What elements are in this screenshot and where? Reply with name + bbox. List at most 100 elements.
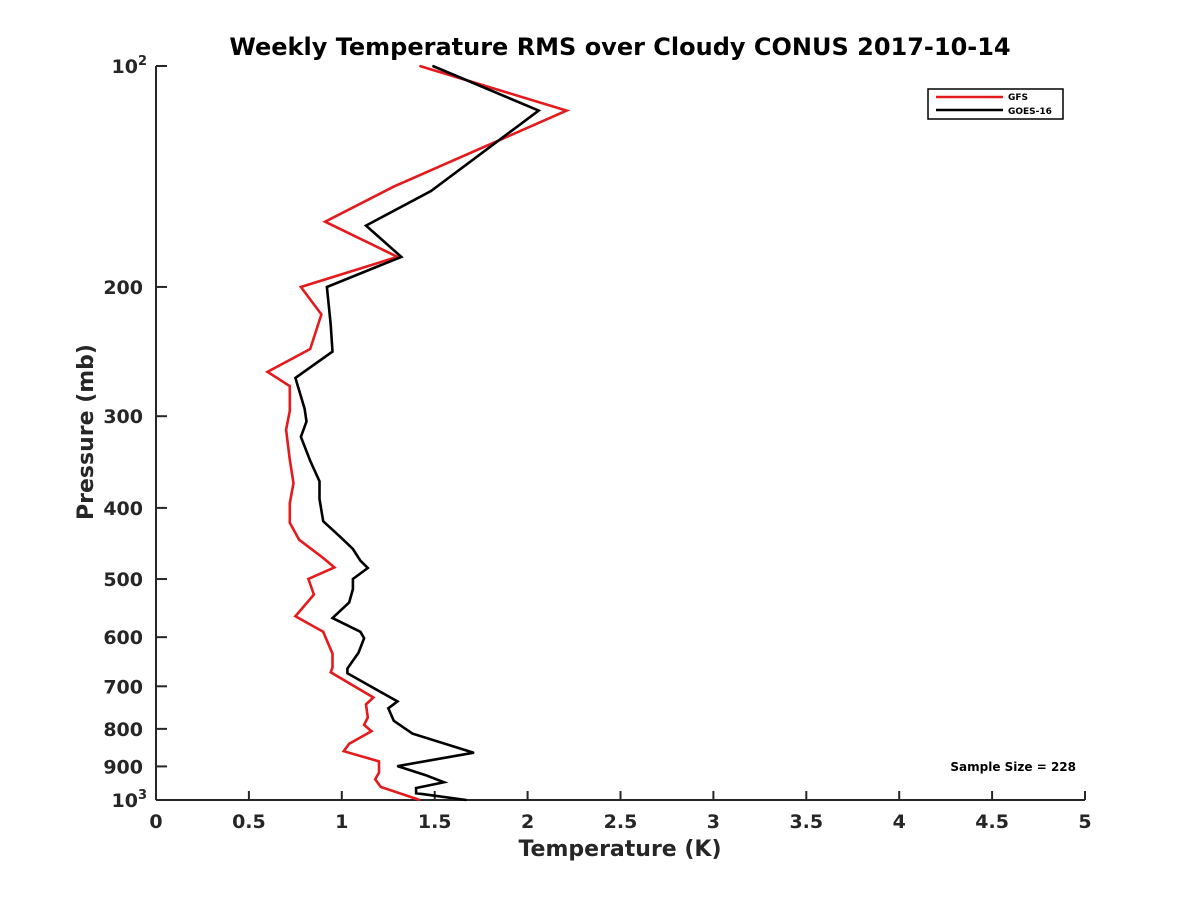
data-point-gfs: [285, 428, 287, 431]
data-point-goes-16: [352, 548, 354, 550]
data-point-goes-16: [348, 601, 351, 604]
y-tick-label: 900: [103, 756, 143, 778]
data-point-goes-16: [305, 420, 308, 423]
data-point-gfs: [289, 410, 291, 412]
data-point-gfs: [378, 771, 380, 774]
y-tick-label: 400: [103, 498, 143, 520]
data-point-gfs: [300, 286, 302, 288]
data-point-goes-16: [331, 617, 334, 619]
data-point-goes-16: [326, 286, 328, 288]
data-point-goes-16: [415, 792, 417, 794]
data-point-goes-16: [381, 692, 384, 694]
data-point-gfs: [374, 778, 377, 781]
data-point-gfs: [289, 385, 291, 387]
y-tick-label: 200: [103, 277, 143, 299]
data-point-goes-16: [537, 109, 540, 112]
data-point-goes-16: [329, 323, 332, 326]
data-point-gfs: [565, 109, 568, 112]
data-point-gfs: [419, 799, 421, 801]
data-point-gfs: [322, 557, 325, 559]
x-axis-label: Temperature (K): [518, 837, 721, 862]
plot-area: 0 0.5 1 1.5 2 2.5 3 3.5 4 4.5 5 102 200 300 400 500 600 7…: [103, 54, 1091, 833]
data-point-goes-16: [365, 224, 367, 227]
data-point-gfs: [320, 313, 323, 316]
data-point-gfs: [298, 538, 300, 541]
data-point-goes-16: [443, 781, 445, 784]
data-point-goes-16: [465, 799, 468, 801]
y-tick-label: 600: [103, 627, 143, 649]
legend-label-goes-16: GOES-16: [1008, 107, 1052, 117]
x-tick-label: 1.5: [418, 811, 452, 833]
x-tick-label: 0.5: [232, 811, 266, 833]
data-point-goes-16: [472, 751, 475, 754]
data-point-goes-16: [309, 460, 312, 462]
data-point-gfs: [266, 371, 269, 373]
y-tick-label: 500: [103, 569, 143, 591]
y-tick-label: 700: [103, 676, 143, 698]
data-point-goes-16: [341, 537, 343, 540]
data-point-gfs: [333, 566, 336, 569]
data-point-goes-16: [363, 637, 365, 639]
data-point-goes-16: [367, 567, 369, 569]
x-tick-label: 4.5: [975, 811, 1009, 833]
data-point-goes-16: [346, 672, 349, 675]
data-point-gfs: [289, 502, 291, 504]
legend: GFS GOES-16: [927, 88, 1064, 120]
data-point-gfs: [331, 652, 334, 655]
data-point-gfs: [324, 220, 326, 223]
data-point-goes-16: [346, 667, 349, 670]
data-point-goes-16: [322, 520, 325, 522]
chart-title: Weekly Temperature RMS over Cloudy CONUS…: [229, 33, 1010, 61]
data-point-goes-16: [300, 436, 302, 438]
x-tick-label: 3.5: [789, 811, 823, 833]
data-point-gfs: [309, 348, 312, 350]
data-point-goes-16: [357, 651, 360, 654]
data-point-gfs: [313, 593, 315, 596]
data-point-goes-16: [359, 631, 362, 633]
y-tick-label-base: 10: [112, 56, 138, 78]
series-gfs: [264, 64, 571, 802]
data-point-gfs: [378, 760, 380, 763]
data-point-gfs: [370, 730, 373, 732]
data-point-gfs: [372, 696, 375, 699]
y-tick-label: 800: [103, 719, 143, 741]
data-point-gfs: [367, 716, 369, 719]
data-point-goes-16: [318, 498, 321, 500]
y-tick-label: 300: [103, 406, 143, 428]
data-point-goes-16: [424, 774, 427, 776]
data-point-gfs: [419, 65, 421, 67]
data-point-gfs: [294, 615, 297, 618]
x-tick-label: 0: [149, 811, 162, 833]
x-tick-label: 5: [1078, 811, 1091, 833]
y-tick-label-base: 10: [112, 790, 138, 812]
data-point-gfs: [322, 631, 325, 633]
data-point-goes-16: [359, 559, 362, 562]
data-point-gfs: [363, 724, 365, 726]
data-point-goes-16: [430, 190, 432, 192]
data-point-goes-16: [411, 732, 414, 735]
data-point-goes-16: [415, 787, 417, 789]
data-point-goes-16: [352, 588, 354, 590]
data-point-goes-16: [352, 578, 354, 580]
data-point-goes-16: [331, 350, 334, 353]
legend-box: [927, 88, 1064, 120]
data-point-gfs: [342, 750, 345, 752]
data-point-goes-16: [387, 707, 390, 710]
data-point-gfs: [348, 742, 351, 745]
y-tick-label: 103: [112, 788, 148, 812]
series-goes-16: [293, 64, 542, 802]
x-tick-label: 4: [893, 811, 906, 833]
data-point-gfs: [365, 703, 367, 706]
series-line-gfs: [264, 64, 571, 802]
data-point-gfs: [289, 459, 291, 461]
data-point-gfs: [292, 482, 295, 484]
x-tick-label: 3: [707, 811, 720, 833]
data-point-goes-16: [400, 256, 403, 258]
y-tick-label-exponent: 2: [138, 54, 147, 69]
y-tick-label: 102: [112, 54, 148, 78]
x-tick-label: 1: [335, 811, 348, 833]
legend-label-gfs: GFS: [1008, 93, 1028, 103]
x-tick-label: 2.5: [604, 811, 638, 833]
data-point-gfs: [331, 666, 334, 669]
